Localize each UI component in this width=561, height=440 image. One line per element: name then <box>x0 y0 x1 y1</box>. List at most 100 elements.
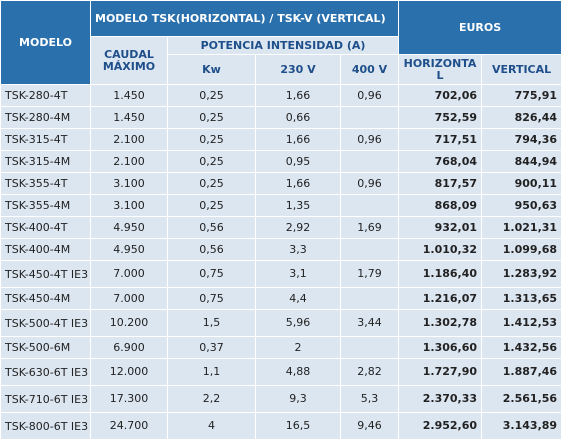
cell-vertical: 1.021,31 <box>482 217 561 239</box>
header-group-title: MODELO TSK(HORIZONTAL) / TSK-V (VERTICAL… <box>91 1 399 37</box>
cell-model: TSK-400-4M <box>1 239 91 261</box>
cell-230v: 1,66 <box>256 129 341 151</box>
cell-kw: 0,75 <box>168 261 256 288</box>
cell-horizontal: 2.370,33 <box>399 386 482 413</box>
cell-caudal: 2.100 <box>91 151 168 173</box>
cell-vertical: 844,94 <box>482 151 561 173</box>
cell-horizontal: 2.952,60 <box>399 413 482 440</box>
cell-230v: 1,66 <box>256 173 341 195</box>
cell-caudal: 3.100 <box>91 195 168 217</box>
cell-kw: 0,25 <box>168 195 256 217</box>
cell-400v <box>341 239 399 261</box>
cell-400v <box>341 151 399 173</box>
cell-caudal: 7.000 <box>91 288 168 310</box>
cell-caudal: 7.000 <box>91 261 168 288</box>
cell-230v: 0,66 <box>256 107 341 129</box>
cell-horizontal: 1.302,78 <box>399 310 482 337</box>
cell-caudal: 1.450 <box>91 85 168 107</box>
cell-230v: 5,96 <box>256 310 341 337</box>
cell-400v: 0,96 <box>341 85 399 107</box>
cell-400v <box>341 337 399 359</box>
cell-400v: 1,69 <box>341 217 399 239</box>
cell-vertical: 1.432,56 <box>482 337 561 359</box>
cell-kw: 0,25 <box>168 173 256 195</box>
cell-horizontal: 1.727,90 <box>399 359 482 386</box>
cell-vertical: 775,91 <box>482 85 561 107</box>
cell-vertical: 1.099,68 <box>482 239 561 261</box>
cell-400v: 0,96 <box>341 129 399 151</box>
cell-horizontal: 1.186,40 <box>399 261 482 288</box>
cell-horizontal: 717,51 <box>399 129 482 151</box>
cell-230v: 1,35 <box>256 195 341 217</box>
cell-400v: 9,46 <box>341 413 399 440</box>
cell-model: TSK-400-4T <box>1 217 91 239</box>
cell-kw: 0,75 <box>168 288 256 310</box>
cell-caudal: 17.300 <box>91 386 168 413</box>
cell-vertical: 950,63 <box>482 195 561 217</box>
cell-model: TSK-630-6T IE3 <box>1 359 91 386</box>
cell-230v: 4,88 <box>256 359 341 386</box>
cell-horizontal: 932,01 <box>399 217 482 239</box>
cell-caudal: 6.900 <box>91 337 168 359</box>
cell-kw: 0,25 <box>168 85 256 107</box>
cell-model: TSK-280-4M <box>1 107 91 129</box>
header-horizontal: HORIZONTAL <box>399 55 482 85</box>
header-caudal: CAUDAL MÁXIMO <box>91 37 168 85</box>
cell-400v: 1,79 <box>341 261 399 288</box>
cell-horizontal: 768,04 <box>399 151 482 173</box>
cell-vertical: 794,36 <box>482 129 561 151</box>
cell-caudal: 4.950 <box>91 239 168 261</box>
header-euros: EUROS <box>399 1 561 55</box>
cell-kw: 0,37 <box>168 337 256 359</box>
cell-horizontal: 1.306,60 <box>399 337 482 359</box>
cell-caudal: 3.100 <box>91 173 168 195</box>
cell-vertical: 826,44 <box>482 107 561 129</box>
cell-caudal: 2.100 <box>91 129 168 151</box>
cell-model: TSK-500-6M <box>1 337 91 359</box>
header-kw: Kw <box>168 55 256 85</box>
cell-caudal: 10.200 <box>91 310 168 337</box>
cell-400v <box>341 288 399 310</box>
cell-230v: 3,1 <box>256 261 341 288</box>
cell-model: TSK-800-6T IE3 <box>1 413 91 440</box>
cell-400v <box>341 107 399 129</box>
cell-model: TSK-315-4T <box>1 129 91 151</box>
header-400v: 400 V <box>341 55 399 85</box>
cell-model: TSK-710-6T IE3 <box>1 386 91 413</box>
cell-230v: 16,5 <box>256 413 341 440</box>
cell-230v: 2,92 <box>256 217 341 239</box>
cell-horizontal: 868,09 <box>399 195 482 217</box>
header-potencia: POTENCIA INTENSIDAD (A) <box>168 37 399 55</box>
cell-230v: 3,3 <box>256 239 341 261</box>
cell-230v: 2 <box>256 337 341 359</box>
cell-vertical: 1.412,53 <box>482 310 561 337</box>
header-vertical: VERTICAL <box>482 55 561 85</box>
cell-caudal: 1.450 <box>91 107 168 129</box>
cell-400v: 5,3 <box>341 386 399 413</box>
cell-vertical: 1.887,46 <box>482 359 561 386</box>
cell-model: TSK-355-4T <box>1 173 91 195</box>
cell-caudal: 4.950 <box>91 217 168 239</box>
header-230v: 230 V <box>256 55 341 85</box>
cell-230v: 9,3 <box>256 386 341 413</box>
header-modelo: MODELO <box>1 1 91 85</box>
cell-230v: 1,66 <box>256 85 341 107</box>
cell-kw: 4 <box>168 413 256 440</box>
cell-230v: 0,95 <box>256 151 341 173</box>
cell-vertical: 2.561,56 <box>482 386 561 413</box>
cell-kw: 0,25 <box>168 129 256 151</box>
cell-horizontal: 1.216,07 <box>399 288 482 310</box>
cell-horizontal: 1.010,32 <box>399 239 482 261</box>
cell-kw: 0,25 <box>168 107 256 129</box>
